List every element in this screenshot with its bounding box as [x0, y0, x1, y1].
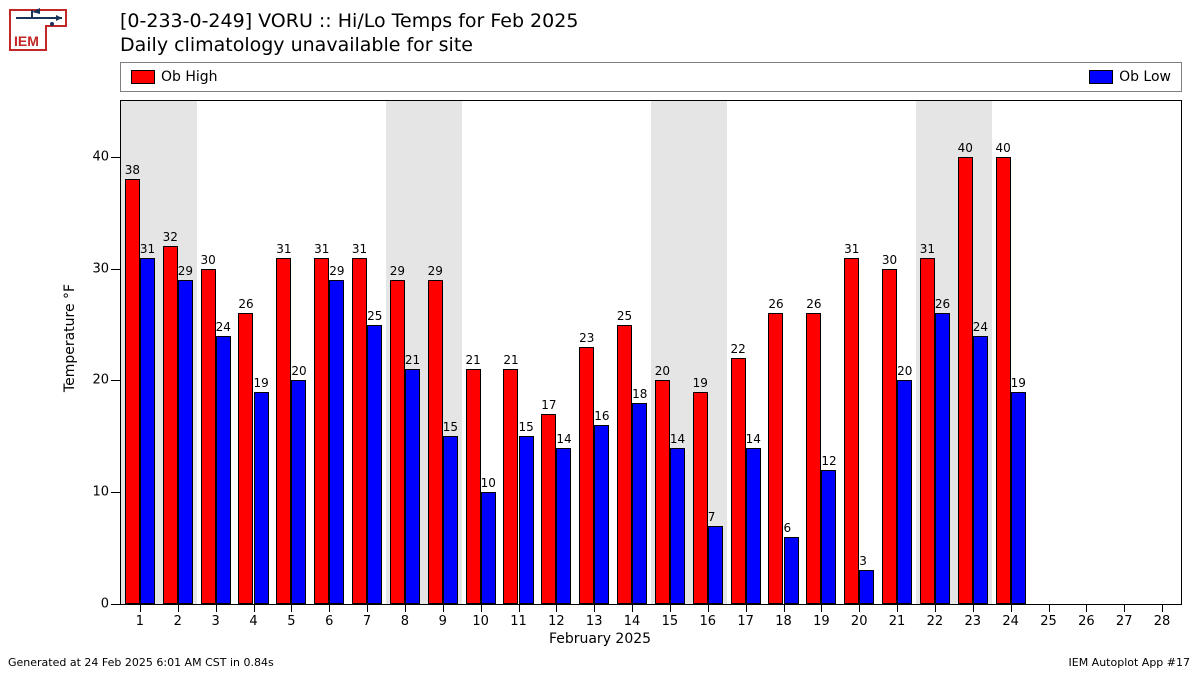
x-tick — [859, 604, 860, 612]
x-tick-label: 11 — [510, 614, 527, 629]
x-tick — [821, 604, 822, 612]
chart-subtitle: Daily climatology unavailable for site — [120, 34, 578, 58]
x-tick — [1124, 604, 1125, 612]
x-tick-label: 17 — [737, 614, 754, 629]
x-tick-label: 16 — [700, 614, 717, 629]
y-tick-label: 20 — [92, 373, 109, 388]
x-tick-label: 25 — [1040, 614, 1057, 629]
x-tick — [443, 604, 444, 612]
x-tick — [254, 604, 255, 612]
x-tick — [897, 604, 898, 612]
x-tick-label: 15 — [662, 614, 679, 629]
legend-item-low: Ob Low — [1089, 69, 1171, 85]
y-axis-label: Temperature °F — [62, 283, 78, 391]
x-tick — [367, 604, 368, 612]
x-tick-label: 26 — [1078, 614, 1095, 629]
x-tick — [178, 604, 179, 612]
chart-title: [0-233-0-249] VORU :: Hi/Lo Temps for Fe… — [120, 10, 578, 34]
y-tick — [111, 269, 121, 270]
x-tick — [746, 604, 747, 612]
x-tick — [329, 604, 330, 612]
y-tick — [111, 604, 121, 605]
footer-generated: Generated at 24 Feb 2025 6:01 AM CST in … — [8, 656, 274, 669]
legend-swatch-low — [1089, 70, 1113, 84]
y-tick — [111, 157, 121, 158]
y-tick-label: 30 — [92, 261, 109, 276]
y-tick — [111, 492, 121, 493]
x-tick — [632, 604, 633, 612]
x-tick — [935, 604, 936, 612]
chart-title-block: [0-233-0-249] VORU :: Hi/Lo Temps for Fe… — [120, 10, 578, 58]
legend-swatch-high — [131, 70, 155, 84]
svg-text:IEM: IEM — [14, 33, 39, 49]
x-tick-label: 24 — [1002, 614, 1019, 629]
x-tick-label: 22 — [927, 614, 944, 629]
x-tick-label: 14 — [624, 614, 641, 629]
x-tick-label: 5 — [287, 614, 295, 629]
x-tick-label: 21 — [889, 614, 906, 629]
x-tick-label: 2 — [174, 614, 182, 629]
x-tick-label: 18 — [775, 614, 792, 629]
x-tick-label: 27 — [1116, 614, 1133, 629]
x-tick — [973, 604, 974, 612]
legend-item-high: Ob High — [131, 69, 218, 85]
legend-label-high: Ob High — [161, 69, 218, 85]
x-tick-label: 13 — [586, 614, 603, 629]
iem-logo: IEM — [6, 6, 70, 54]
y-tick-label: 0 — [101, 597, 109, 612]
x-tick — [1011, 604, 1012, 612]
y-tick — [111, 380, 121, 381]
x-tick-label: 19 — [813, 614, 830, 629]
x-tick — [519, 604, 520, 612]
x-tick — [1162, 604, 1163, 612]
x-tick-label: 23 — [965, 614, 982, 629]
x-tick — [1049, 604, 1050, 612]
x-tick — [594, 604, 595, 612]
x-tick — [556, 604, 557, 612]
x-tick-label: 1 — [136, 614, 144, 629]
x-tick-label: 20 — [851, 614, 868, 629]
x-tick-label: 6 — [325, 614, 333, 629]
x-tick-label: 7 — [363, 614, 371, 629]
y-tick-label: 10 — [92, 485, 109, 500]
x-tick — [1086, 604, 1087, 612]
x-tick — [291, 604, 292, 612]
chart-plot-area: 3831322930242619312031293125292129152110… — [120, 100, 1182, 605]
x-tick-label: 3 — [212, 614, 220, 629]
legend: Ob High Ob Low — [120, 62, 1182, 92]
x-tick-label: 9 — [439, 614, 447, 629]
x-tick-label: 4 — [249, 614, 257, 629]
x-tick — [708, 604, 709, 612]
x-tick — [784, 604, 785, 612]
x-tick — [405, 604, 406, 612]
x-tick-label: 10 — [472, 614, 489, 629]
legend-label-low: Ob Low — [1119, 69, 1171, 85]
x-tick — [481, 604, 482, 612]
y-tick-label: 40 — [92, 149, 109, 164]
x-tick-label: 28 — [1154, 614, 1171, 629]
footer-appid: IEM Autoplot App #17 — [1069, 656, 1191, 669]
x-tick-label: 8 — [401, 614, 409, 629]
x-tick — [140, 604, 141, 612]
x-tick — [216, 604, 217, 612]
x-axis-label: February 2025 — [549, 631, 651, 647]
x-tick — [670, 604, 671, 612]
x-tick-label: 12 — [548, 614, 565, 629]
